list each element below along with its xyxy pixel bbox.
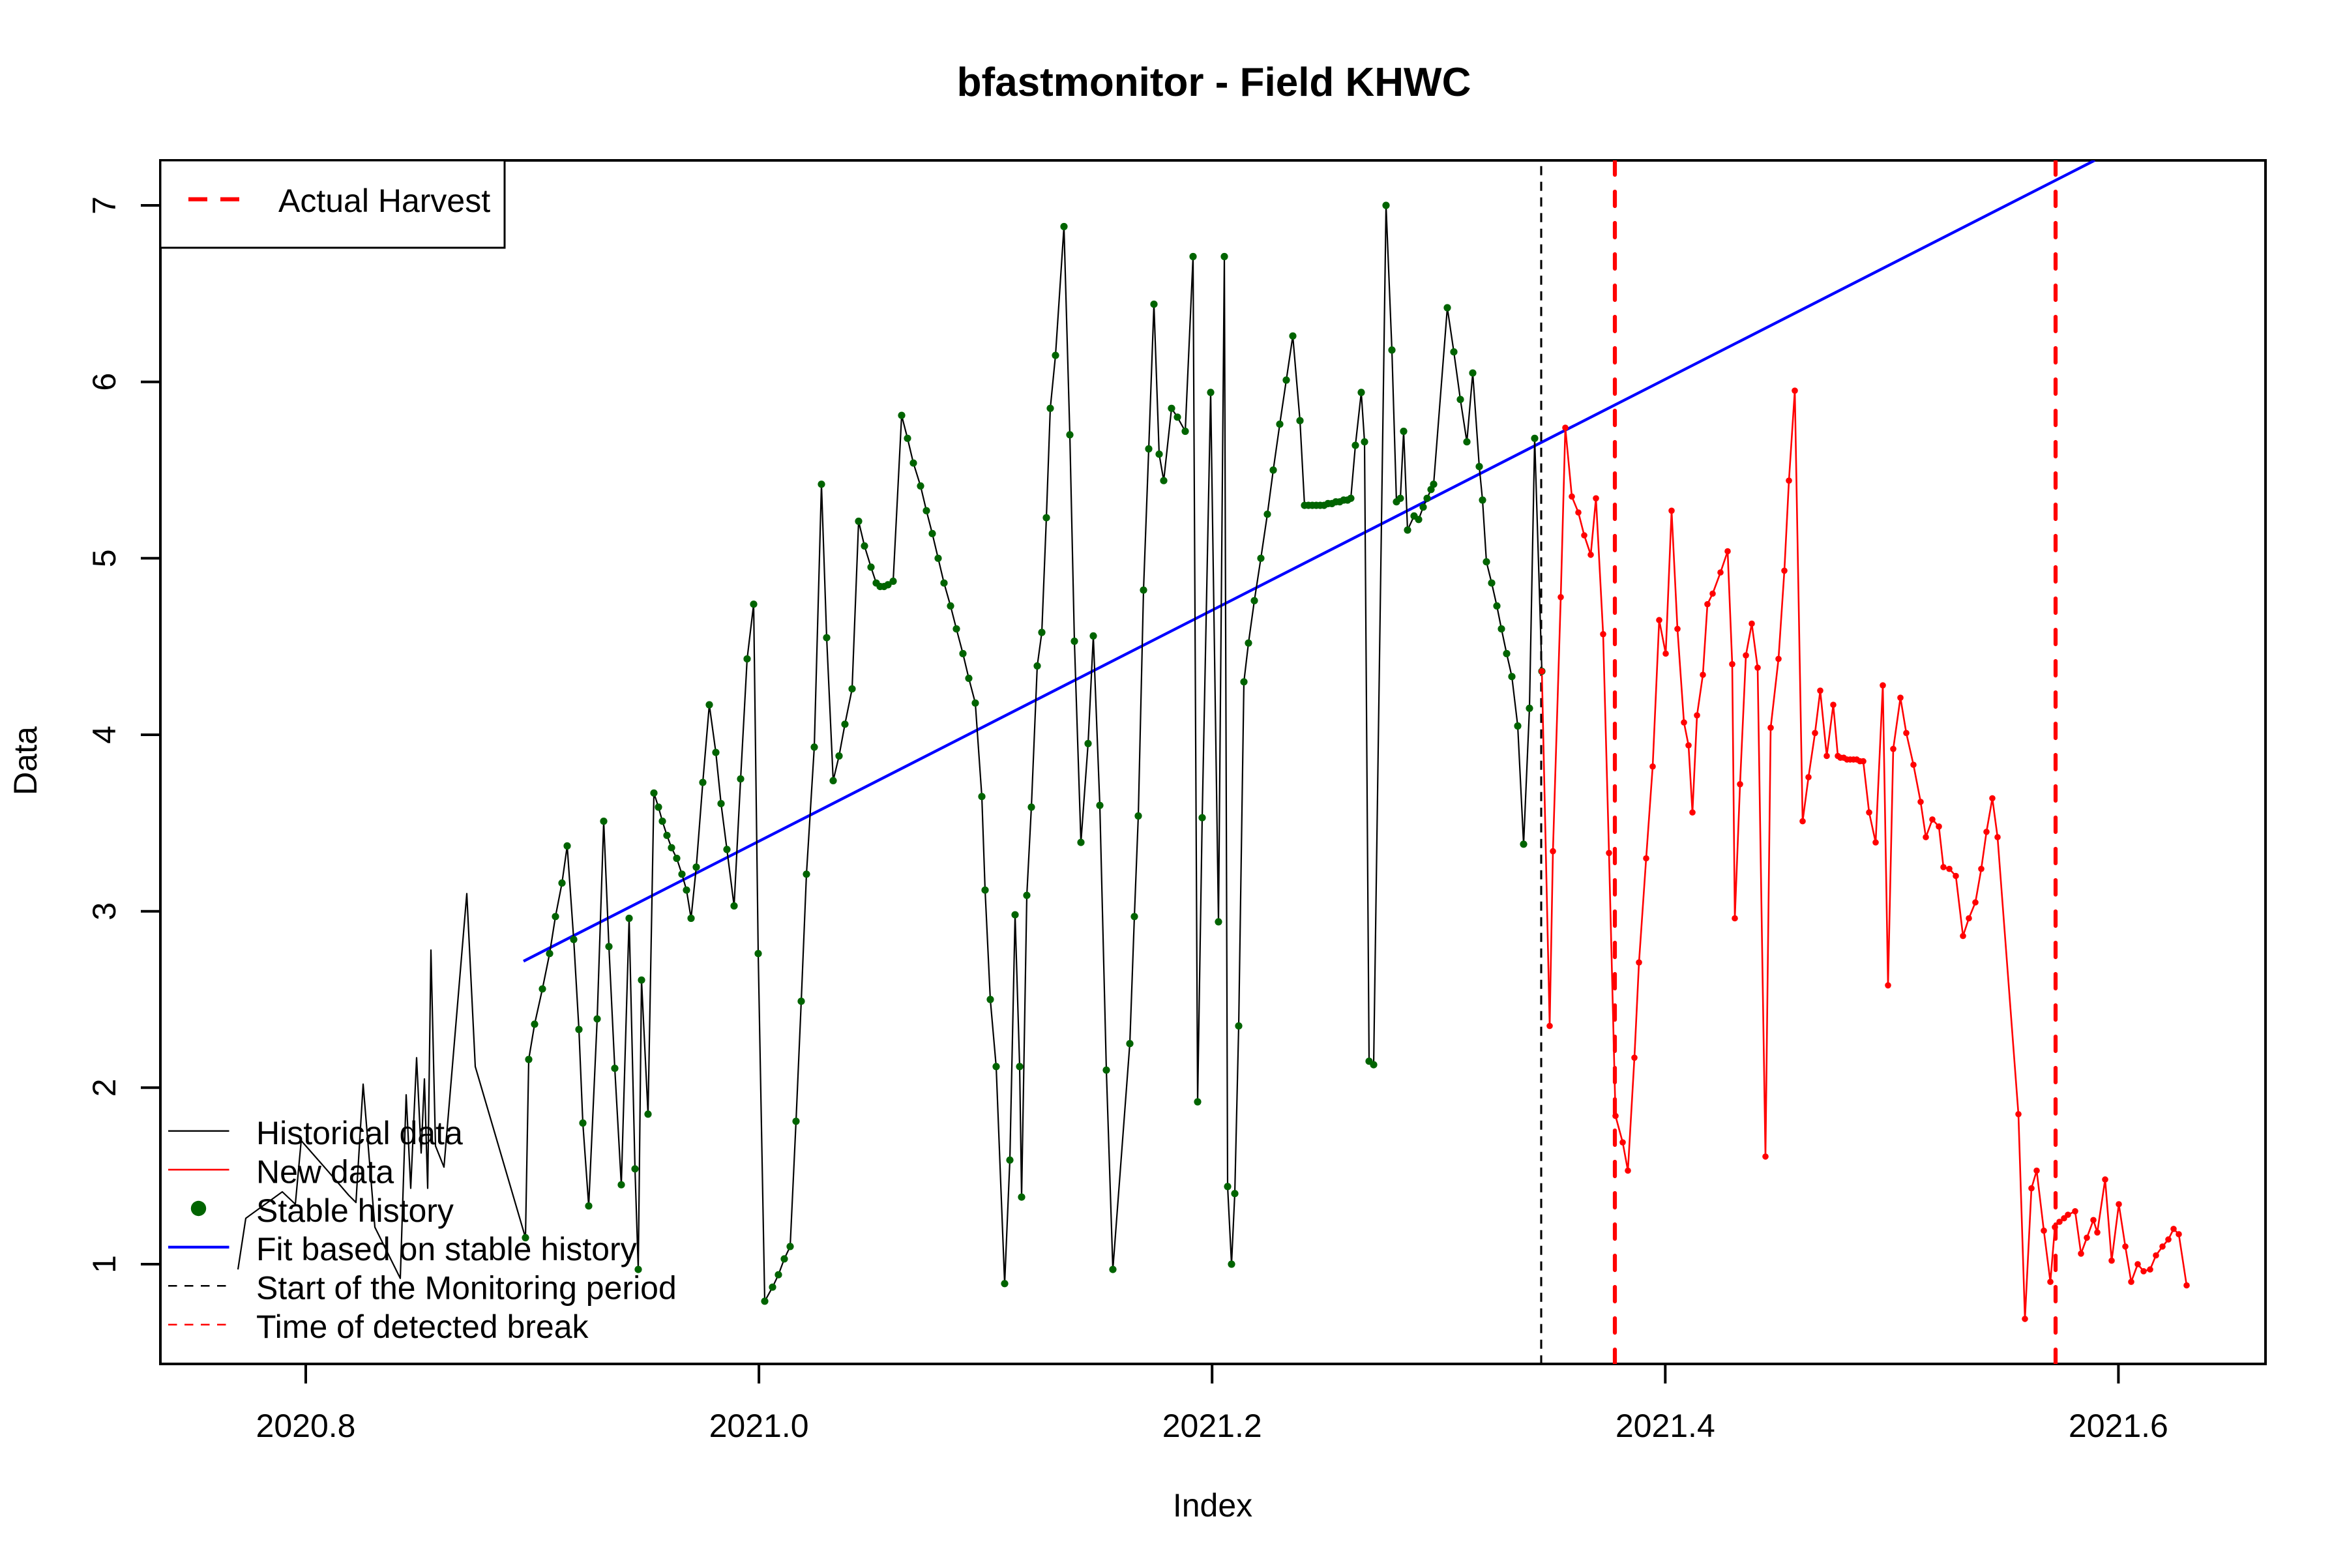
svg-text:Actual Harvest: Actual Harvest [278,183,490,219]
svg-text:6: 6 [86,373,123,391]
svg-text:New data: New data [256,1153,394,1190]
svg-text:1: 1 [86,1255,123,1273]
svg-text:2: 2 [86,1078,123,1097]
svg-text:Start of the Monitoring period: Start of the Monitoring period [256,1270,677,1307]
svg-text:Time of detected break: Time of detected break [256,1309,589,1345]
svg-text:5: 5 [86,549,123,567]
svg-text:Stable history: Stable history [256,1192,454,1229]
svg-text:Index: Index [1173,1487,1252,1524]
svg-text:2020.8: 2020.8 [256,1408,356,1444]
svg-text:2021.4: 2021.4 [1616,1408,1715,1444]
svg-text:4: 4 [86,726,123,744]
svg-text:2021.2: 2021.2 [1162,1408,1262,1444]
svg-text:3: 3 [86,902,123,921]
svg-text:bfastmonitor - Field KHWC: bfastmonitor - Field KHWC [957,60,1471,105]
svg-text:2021.6: 2021.6 [2069,1408,2168,1444]
svg-text:7: 7 [86,196,123,214]
svg-text:Fit based on stable history: Fit based on stable history [256,1231,637,1267]
svg-text:2021.0: 2021.0 [709,1408,809,1444]
svg-text:Data: Data [7,726,44,795]
svg-text:Historical data: Historical data [256,1115,463,1151]
